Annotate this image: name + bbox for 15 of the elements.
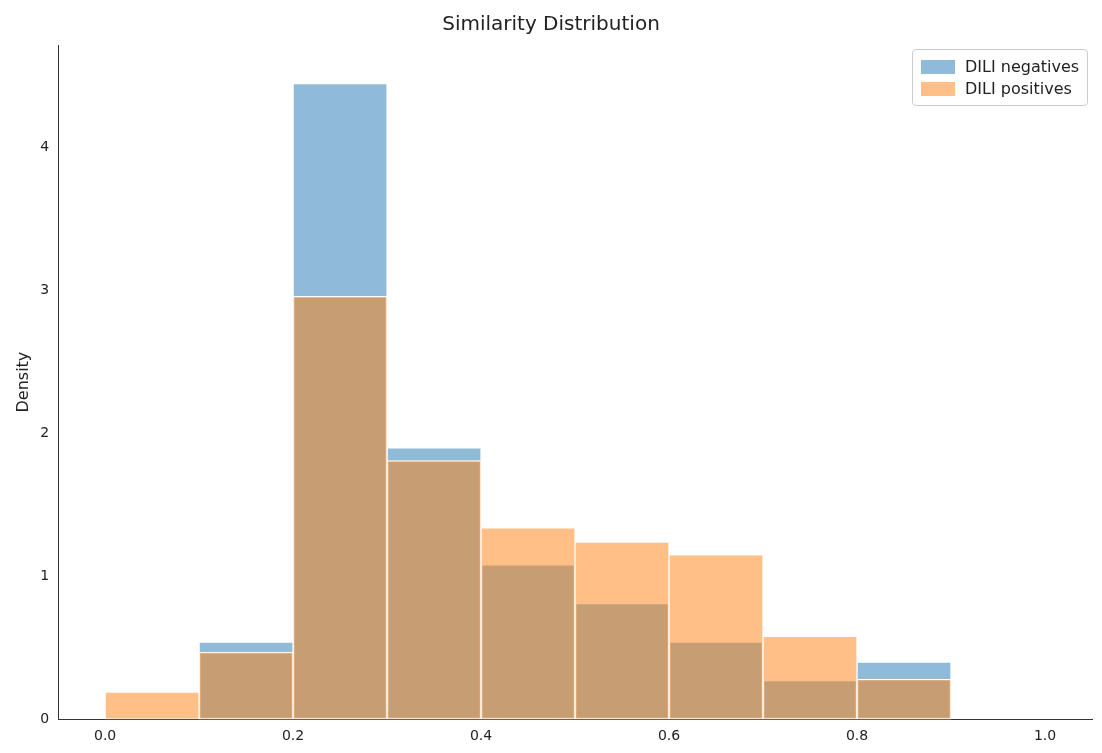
x-tick-label: 0.8 bbox=[845, 727, 869, 744]
y-tick-label: 4 bbox=[40, 138, 50, 155]
x-tick-label: 0.4 bbox=[469, 727, 493, 744]
x-tick-label: 0.6 bbox=[657, 727, 681, 744]
y-tick-label: 2 bbox=[40, 424, 50, 441]
y-tick-label: 0 bbox=[40, 709, 50, 726]
legend-label: DILI positives bbox=[965, 79, 1072, 98]
y-tick-label: 3 bbox=[40, 281, 50, 298]
x-tick-label: 1.0 bbox=[1033, 727, 1057, 744]
y-axis-title: Density bbox=[12, 351, 32, 413]
legend-label: DILI negatives bbox=[965, 57, 1080, 76]
x-tick-label: 0.0 bbox=[93, 727, 117, 744]
x-tick-label: 0.2 bbox=[281, 727, 305, 744]
y-tick-label: 1 bbox=[40, 567, 50, 583]
chart-title: Similarity Distribution bbox=[442, 11, 660, 36]
